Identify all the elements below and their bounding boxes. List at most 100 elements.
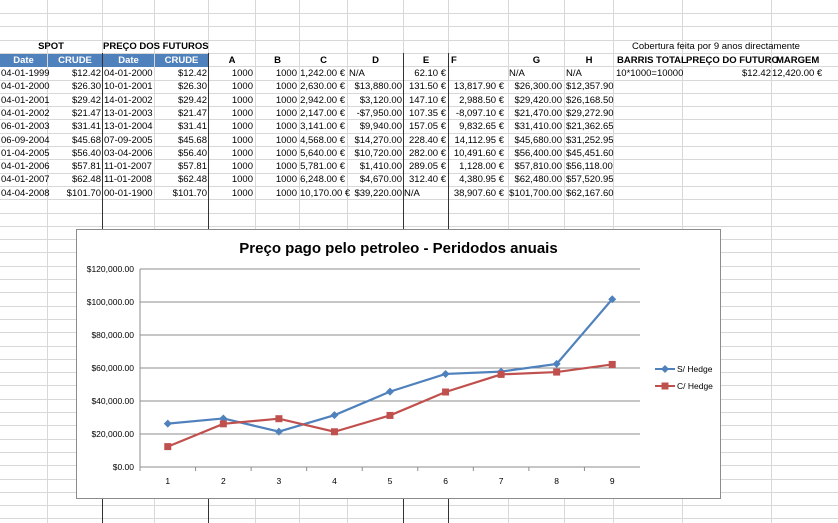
- futuro-crude[interactable]: $56.40: [177, 148, 207, 159]
- cell-e[interactable]: 157.05 €: [409, 121, 446, 132]
- cell-f[interactable]: -8,097.10 €: [455, 108, 504, 119]
- cell-c[interactable]: 6,248.00 €: [300, 174, 345, 185]
- futuro-crude[interactable]: $12.42: [177, 68, 207, 79]
- spot-crude-header[interactable]: CRUDE USD: [48, 54, 102, 79]
- futuro-crude[interactable]: $29.42: [177, 95, 207, 106]
- col-header-h[interactable]: H: [585, 55, 593, 66]
- futuro-crude[interactable]: $45.68: [177, 135, 207, 146]
- cell-h[interactable]: $62,167.60: [566, 188, 614, 199]
- cell-c[interactable]: 5,640.00 €: [300, 148, 345, 159]
- cell-a[interactable]: 1000: [231, 95, 253, 106]
- spot-date[interactable]: 04-01-2002: [1, 108, 50, 119]
- spot-crude[interactable]: $45.68: [71, 135, 101, 146]
- cell-c[interactable]: 3,141.00 €: [300, 121, 345, 132]
- preco-futuro-header[interactable]: PREÇO DO FUTURO: [686, 55, 779, 66]
- cell-g[interactable]: $31,410.00: [514, 121, 562, 132]
- cell-f[interactable]: 4,380.95 €: [459, 174, 504, 185]
- cell-b[interactable]: 1000: [275, 161, 297, 172]
- cell-f[interactable]: 1,128.00 €: [459, 161, 504, 172]
- cell-a[interactable]: 1000: [231, 108, 253, 119]
- cell-e[interactable]: 289.05 €: [409, 161, 446, 172]
- cell-h[interactable]: $56,118.00: [566, 161, 613, 172]
- cell-e[interactable]: 131.50 €: [409, 81, 446, 92]
- futuro-date[interactable]: 03-04-2006: [104, 148, 153, 159]
- cell-c[interactable]: 1,242.00 €: [300, 68, 345, 79]
- spot-date[interactable]: 06-09-2004: [1, 135, 50, 146]
- cell-g[interactable]: $57,810.00: [514, 161, 562, 172]
- cell-d[interactable]: $3,120.00: [359, 95, 402, 106]
- col-header-e[interactable]: E: [422, 55, 430, 66]
- cell-e[interactable]: N/A: [404, 188, 420, 199]
- cell-b[interactable]: 1000: [275, 95, 297, 106]
- spot-crude[interactable]: $21.47: [71, 108, 101, 119]
- spot-date[interactable]: 04-01-2006: [1, 161, 50, 172]
- cell-a[interactable]: 1000: [231, 174, 253, 185]
- barris-total-value[interactable]: 10*1000=10000: [616, 68, 684, 79]
- cell-f[interactable]: 13,817.90 €: [453, 81, 504, 92]
- spot-crude[interactable]: $62.48: [71, 174, 101, 185]
- futuro-date[interactable]: 13-01-2004: [104, 121, 153, 132]
- cell-a[interactable]: 1000: [231, 161, 253, 172]
- col-header-f[interactable]: F: [451, 55, 457, 66]
- cell-e[interactable]: 107.35 €: [409, 108, 446, 119]
- chart-container[interactable]: Preço pago pelo petroleo - Peridodos anu…: [76, 229, 721, 499]
- cell-c[interactable]: 2,630.00 €: [300, 81, 345, 92]
- cell-b[interactable]: 1000: [275, 108, 297, 119]
- cell-h[interactable]: $26,168.50: [566, 95, 614, 106]
- cell-b[interactable]: 1000: [275, 135, 297, 146]
- futuro-crude[interactable]: $57.81: [177, 161, 207, 172]
- cell-g[interactable]: $56,400.00: [514, 148, 562, 159]
- cell-a[interactable]: 1000: [231, 121, 253, 132]
- futuro-date[interactable]: 14-01-2002: [104, 95, 153, 106]
- cell-h[interactable]: $29,272.90: [566, 108, 614, 119]
- cell-a[interactable]: 1000: [231, 148, 253, 159]
- spot-date[interactable]: 04-01-2007: [1, 174, 50, 185]
- futuro-date[interactable]: 13-01-2003: [104, 108, 153, 119]
- cell-g[interactable]: $45,680.00: [514, 135, 562, 146]
- col-header-b[interactable]: B: [274, 55, 281, 66]
- cell-c[interactable]: 2,147.00 €: [300, 108, 345, 119]
- cell-d[interactable]: $1,410.00: [359, 161, 402, 172]
- cell-c[interactable]: 10,170.00 €: [300, 188, 351, 199]
- futuros-crude-header[interactable]: CRUDE USD: [155, 54, 208, 79]
- futuro-date[interactable]: 00-01-1900: [104, 188, 153, 199]
- cell-a[interactable]: 1000: [231, 68, 253, 79]
- barris-total-header[interactable]: BARRIS TOTAL: [617, 55, 687, 66]
- cell-d[interactable]: $13,880.00: [354, 81, 402, 92]
- cell-h[interactable]: $31,252.95: [566, 135, 614, 146]
- cell-d[interactable]: $39,220.00: [354, 188, 402, 199]
- cell-d[interactable]: $14,270.00: [354, 135, 402, 146]
- preco-futuro-value[interactable]: $12.42: [741, 68, 771, 79]
- cell-d[interactable]: N/A: [349, 68, 365, 79]
- cell-g[interactable]: $62,480.00: [514, 174, 562, 185]
- futuro-date[interactable]: 11-01-2008: [104, 174, 152, 185]
- spot-crude[interactable]: $29.42: [71, 95, 101, 106]
- cell-c[interactable]: 4,568.00 €: [300, 135, 345, 146]
- cell-f[interactable]: 2,988.50 €: [459, 95, 504, 106]
- col-header-d[interactable]: D: [372, 55, 379, 66]
- spot-date[interactable]: 01-04-2005: [1, 148, 50, 159]
- col-header-g[interactable]: G: [532, 55, 541, 66]
- col-header-a[interactable]: A: [228, 55, 236, 66]
- futuro-date[interactable]: 04-01-2000: [104, 68, 153, 79]
- cell-e[interactable]: 312.40 €: [409, 174, 446, 185]
- spot-date[interactable]: 04-01-2001: [1, 95, 50, 106]
- cell-b[interactable]: 1000: [275, 188, 297, 199]
- spot-crude[interactable]: $31.41: [71, 121, 101, 132]
- cell-e[interactable]: 282.00 €: [409, 148, 446, 159]
- cell-h[interactable]: N/A: [566, 68, 582, 79]
- cell-b[interactable]: 1000: [275, 81, 297, 92]
- spot-crude[interactable]: $101.70: [66, 188, 101, 199]
- cell-b[interactable]: 1000: [275, 148, 297, 159]
- spot-crude[interactable]: $57.81: [71, 161, 101, 172]
- cell-f[interactable]: [449, 67, 504, 80]
- cell-f[interactable]: 9,832.65 €: [459, 121, 504, 132]
- cell-f[interactable]: 38,907.60 €: [453, 188, 504, 199]
- cell-e[interactable]: 147.10 €: [409, 95, 446, 106]
- futuros-date-header[interactable]: Date: [103, 54, 154, 67]
- cell-h[interactable]: $57,520.95: [566, 174, 614, 185]
- cell-f[interactable]: 14,112.95 €: [454, 135, 504, 146]
- futuro-crude[interactable]: $26.30: [177, 81, 207, 92]
- cell-g[interactable]: $29,420.00: [514, 95, 562, 106]
- spot-date[interactable]: 04-01-2000: [1, 81, 50, 92]
